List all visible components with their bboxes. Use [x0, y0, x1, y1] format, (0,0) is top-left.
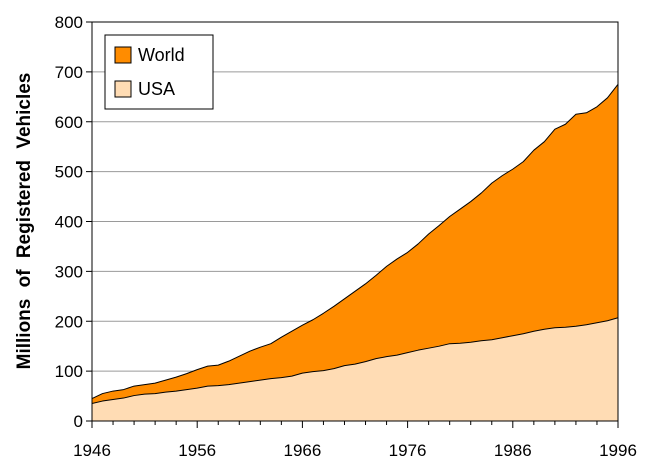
y-tick-label: 200: [55, 312, 83, 331]
area-usa: [91, 317, 619, 422]
y-axis-label: Millions of Registered Vehicles: [14, 73, 35, 370]
y-tick-label: 300: [55, 262, 83, 281]
y-tick-label: 800: [55, 13, 83, 32]
y-tick-label: 100: [55, 362, 83, 381]
x-tick-label: 1956: [178, 441, 216, 460]
y-tick-label: 600: [55, 113, 83, 132]
x-axis: 1946 1956 1966 1976 1986 1996: [73, 421, 637, 460]
y-tick-label: 0: [74, 412, 83, 431]
plot-areas: [91, 83, 619, 422]
x-tick-label: 1986: [494, 441, 532, 460]
x-tick-label: 1966: [283, 441, 321, 460]
y-axis: 0 100 200 300 400 500 600 700 800: [55, 13, 92, 431]
legend-label-usa: USA: [138, 79, 175, 99]
x-tick-label: 1996: [599, 441, 637, 460]
y-tick-label: 500: [55, 163, 83, 182]
legend-label-world: World: [138, 45, 185, 65]
legend-swatch-world: [114, 46, 132, 64]
legend-swatch-usa: [114, 80, 132, 98]
area-world: [91, 83, 619, 422]
x-tick-label: 1946: [73, 441, 111, 460]
x-tick-label: 1976: [389, 441, 427, 460]
legend: World USA: [104, 34, 214, 110]
y-tick-label: 700: [55, 63, 83, 82]
y-tick-label: 400: [55, 213, 83, 232]
